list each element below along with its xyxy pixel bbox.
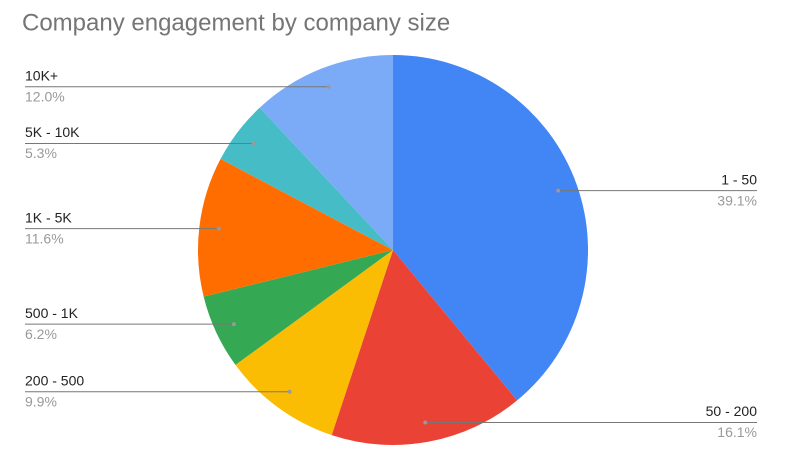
leader-dot xyxy=(326,84,331,89)
pie-slice xyxy=(235,250,393,436)
slice-label: 1 - 50 xyxy=(721,171,757,187)
pie-slice xyxy=(203,250,393,365)
leader-dot xyxy=(251,141,256,146)
pie-slice xyxy=(220,107,393,250)
leader-dot xyxy=(556,188,561,193)
slice-label: 1K - 5K xyxy=(25,209,72,225)
pie-slice xyxy=(393,55,588,401)
leader-dot xyxy=(216,226,221,231)
leader-dot xyxy=(423,420,428,425)
slice-label: 50 - 200 xyxy=(706,403,758,419)
slice-value-label: 11.6% xyxy=(25,230,64,246)
pie-slice xyxy=(331,250,518,445)
slice-label: 500 - 1K xyxy=(25,305,79,321)
slice-label: 10K+ xyxy=(25,67,58,83)
slice-value-label: 16.1% xyxy=(717,424,757,440)
leader-dot xyxy=(231,322,236,327)
chart-title: Company engagement by company size xyxy=(22,9,450,36)
leader-dot xyxy=(287,389,292,394)
pie-slice xyxy=(198,158,393,297)
slice-label: 5K - 10K xyxy=(25,124,80,140)
slice-value-label: 6.2% xyxy=(25,326,57,342)
slice-value-label: 9.9% xyxy=(25,393,57,409)
pie-slice xyxy=(259,55,393,250)
slice-value-label: 39.1% xyxy=(717,192,757,208)
slice-value-label: 12.0% xyxy=(25,88,65,104)
slice-label: 200 - 500 xyxy=(25,372,84,388)
slice-value-label: 5.3% xyxy=(25,145,57,161)
